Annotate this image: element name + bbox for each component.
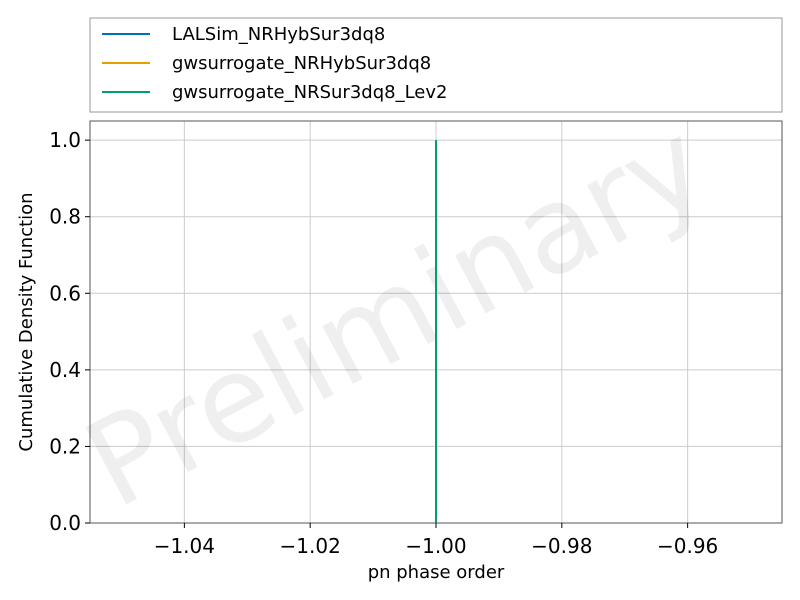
x-axis-ticks: −1.04 −1.02 −1.00 −0.98 −0.96 xyxy=(154,523,718,558)
y-axis-label: Cumulative Density Function xyxy=(16,192,37,451)
y-tick-label: 0.8 xyxy=(49,205,81,229)
y-axis-ticks: 0.0 0.2 0.4 0.6 0.8 1.0 xyxy=(49,128,90,535)
legend: LALSim_NRHybSur3dq8 gwsurrogate_NRHybSur3… xyxy=(89,17,783,113)
legend-frame xyxy=(89,17,783,113)
x-tick-label: −1.00 xyxy=(405,534,466,558)
x-tick-label: −0.98 xyxy=(531,534,592,558)
x-tick-label: −1.04 xyxy=(154,534,215,558)
y-tick-label: 0.2 xyxy=(49,434,81,458)
legend-entry-label: gwsurrogate_NRSur3dq8_Lev2 xyxy=(172,82,447,103)
legend-entry-label: LALSim_NRHybSur3dq8 xyxy=(172,24,385,45)
y-tick-label: 0.0 xyxy=(49,511,81,535)
x-tick-label: −0.96 xyxy=(657,534,718,558)
x-axis-label: pn phase order xyxy=(368,562,505,583)
x-tick-label: −1.02 xyxy=(280,534,341,558)
y-tick-label: 0.6 xyxy=(49,281,81,305)
y-tick-label: 1.0 xyxy=(49,128,81,152)
y-tick-label: 0.4 xyxy=(49,358,81,382)
legend-entry-label: gwsurrogate_NRHybSur3dq8 xyxy=(172,53,431,74)
